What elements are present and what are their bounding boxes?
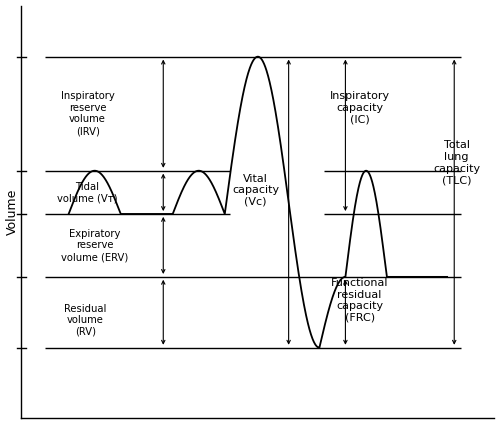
Text: Total
lung
capacity
(TLC): Total lung capacity (TLC) — [433, 140, 480, 185]
Text: Tidal
volume (Vᴛ): Tidal volume (Vᴛ) — [58, 181, 118, 203]
Text: Inspiratory
reserve
volume
(IRV): Inspiratory reserve volume (IRV) — [60, 91, 114, 136]
Text: Residual
volume
(RV): Residual volume (RV) — [64, 304, 106, 337]
Y-axis label: Volume: Volume — [6, 189, 18, 235]
Text: Expiratory
reserve
volume (ERV): Expiratory reserve volume (ERV) — [61, 229, 128, 262]
Text: Inspiratory
capacity
(IC): Inspiratory capacity (IC) — [330, 91, 390, 124]
Text: Functional
residual
capacity
(FRC): Functional residual capacity (FRC) — [331, 278, 388, 323]
Text: Vital
capacity
(Vᴄ): Vital capacity (Vᴄ) — [232, 174, 279, 207]
